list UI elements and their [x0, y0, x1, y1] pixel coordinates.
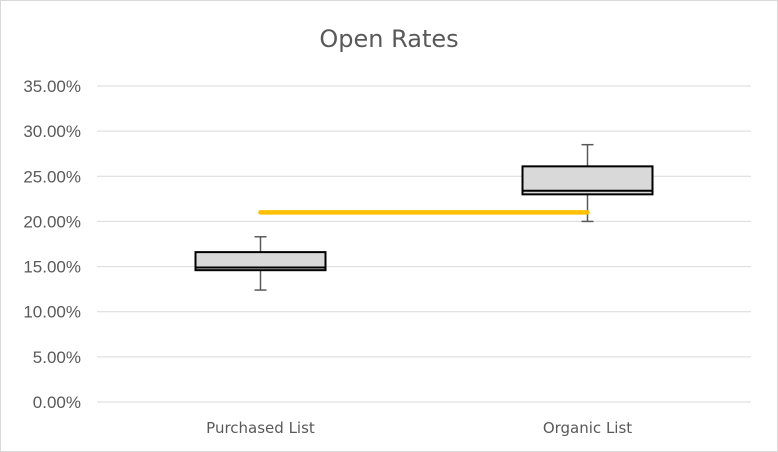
y-tick-label: 25.00% [23, 167, 81, 186]
y-tick-label: 15.00% [23, 258, 81, 277]
y-tick-label: 20.00% [23, 212, 81, 231]
y-tick-label: 35.00% [23, 77, 81, 96]
y-tick-label: 5.00% [33, 348, 81, 367]
box-iqr [194, 251, 327, 272]
chart-title: Open Rates [319, 25, 459, 53]
x-category-label: Purchased List [206, 419, 315, 437]
y-tick-label: 10.00% [23, 303, 81, 322]
box-iqr [521, 165, 654, 196]
x-category-label: Organic List [543, 419, 632, 437]
y-tick-label: 0.00% [33, 393, 81, 412]
y-tick-label: 30.00% [23, 122, 81, 141]
